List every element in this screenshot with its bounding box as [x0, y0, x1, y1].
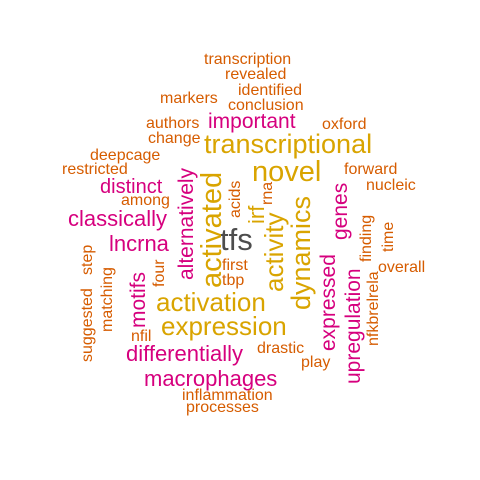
word-play: play	[301, 354, 331, 371]
word-matching: matching	[99, 267, 116, 332]
word-alternatively: alternatively	[175, 167, 198, 280]
word-tbp: tbp	[222, 272, 245, 289]
word-macrophages: macrophages	[144, 366, 278, 391]
word-finding: finding	[358, 214, 375, 262]
word-differentially: differentially	[126, 341, 243, 366]
word-drastic: drastic	[257, 340, 305, 357]
word-activity: activity	[259, 212, 289, 292]
word-first: first	[222, 257, 248, 274]
word-distinct: distinct	[100, 176, 163, 198]
word-motifs: motifs	[127, 271, 150, 328]
word-tfs: tfs	[220, 222, 253, 257]
word-processes: processes	[186, 399, 259, 416]
word-restricted: restricted	[62, 161, 128, 178]
word-expression: expression	[161, 311, 287, 341]
word-markers: markers	[160, 90, 218, 107]
word-deepcage: deepcage	[90, 147, 161, 164]
word-lncrna: lncrna	[109, 231, 169, 256]
word-time: time	[380, 221, 397, 252]
word-upregulation: upregulation	[342, 268, 365, 384]
word-nfil: nfil	[131, 328, 152, 345]
word-rna: rna	[259, 181, 276, 205]
word-identified: identified	[238, 82, 303, 99]
word-acids: acids	[227, 180, 244, 218]
word-authors: authors	[146, 115, 200, 132]
word-classically: classically	[68, 206, 168, 231]
word-overall: overall	[378, 259, 426, 276]
word-transcriptional: transcriptional	[204, 129, 373, 159]
word-dynamics: dynamics	[286, 195, 316, 310]
word-step: step	[79, 244, 96, 275]
word-change: change	[148, 130, 201, 147]
word-inflammation: inflammation	[182, 387, 273, 404]
word-nfkbrelrela: nfkbrelrela	[365, 271, 382, 346]
word-forward: forward	[344, 161, 398, 178]
word-four: four	[151, 259, 168, 287]
word-suggested: suggested	[79, 288, 96, 362]
word-genes: genes	[329, 182, 352, 240]
word-activation: activation	[156, 287, 266, 317]
word-novel: novel	[252, 156, 322, 188]
word-important: important	[208, 110, 296, 133]
word-revealed: revealed	[225, 66, 287, 83]
word-expressed: expressed	[317, 254, 340, 351]
word-nucleic: nucleic	[366, 177, 416, 194]
word-transcription: transcription	[204, 51, 292, 68]
word-conclusion: conclusion	[228, 97, 304, 114]
word-among: among	[121, 192, 170, 209]
word-activated: activated	[196, 171, 228, 288]
word-oxford: oxford	[322, 116, 367, 133]
